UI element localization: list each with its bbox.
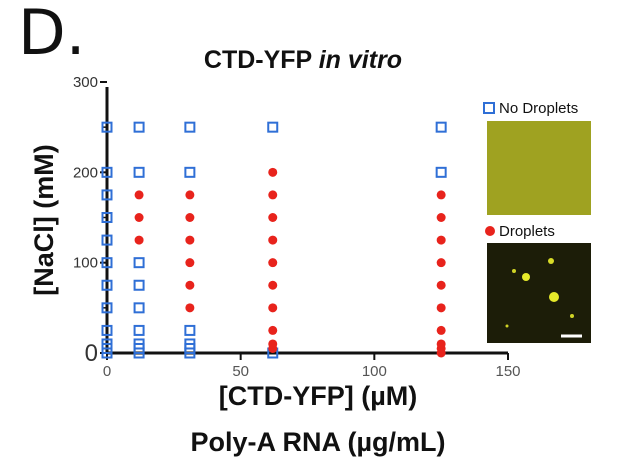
legend-label-no-droplets: No Droplets <box>499 100 578 117</box>
droplet-spot <box>548 258 554 264</box>
x-axis-label-secondary: Poly-A RNA (µg/mL) <box>190 427 445 457</box>
legend-marker-droplets <box>485 226 495 236</box>
droplet-point <box>268 339 278 349</box>
no-droplet-point <box>101 121 113 133</box>
droplet-point <box>436 213 446 222</box>
droplet-point <box>268 190 278 200</box>
data-points <box>101 121 447 359</box>
no-droplet-point <box>184 121 196 133</box>
micrograph-droplets <box>487 243 591 343</box>
no-droplet-point <box>101 279 113 291</box>
x-tick-label: 150 <box>495 363 520 380</box>
droplet-point <box>436 280 446 290</box>
droplet-point <box>134 213 144 222</box>
no-droplet-point <box>101 234 113 246</box>
no-droplet-point <box>133 279 145 291</box>
x-tick-label: 100 <box>362 363 387 380</box>
axes <box>105 87 508 355</box>
no-droplet-point <box>101 338 113 350</box>
no-droplet-point <box>101 189 113 201</box>
droplet-point <box>436 235 446 245</box>
y-axis-label: [NaCl] (mM) <box>29 144 59 295</box>
droplet-point <box>436 325 446 335</box>
chart-title-italic: in vitro <box>319 46 402 74</box>
droplet-point <box>134 235 144 245</box>
droplet-point <box>436 303 446 313</box>
no-droplet-point <box>184 338 196 350</box>
droplet-spot <box>522 273 530 281</box>
droplet-point <box>436 339 446 349</box>
no-droplet-point <box>133 257 145 269</box>
droplet-point <box>268 303 278 313</box>
no-droplet-point <box>101 212 113 223</box>
chart-title: CTD-YFP in vitro <box>204 46 402 74</box>
x-axis-label: [CTD-YFP] (µM) <box>219 381 418 411</box>
x-tick-label: 50 <box>232 363 249 380</box>
no-droplet-point <box>184 324 196 336</box>
droplet-point <box>185 280 195 290</box>
chart-title-main: CTD-YFP <box>204 46 319 74</box>
legend-label-droplets: Droplets <box>499 223 555 240</box>
droplet-point <box>268 280 278 290</box>
no-droplet-point <box>133 324 145 336</box>
droplet-point <box>268 167 278 177</box>
droplet-spot <box>505 324 509 328</box>
y-tick-label: 200 <box>73 164 98 181</box>
no-droplet-point <box>435 166 447 178</box>
droplet-point <box>268 258 278 268</box>
droplet-spot <box>512 269 516 273</box>
no-droplet-point <box>101 302 113 314</box>
droplet-point <box>436 190 446 200</box>
micrograph-no-droplets <box>487 121 591 215</box>
no-droplet-point <box>184 166 196 178</box>
no-droplet-point <box>133 166 145 178</box>
droplet-point <box>185 190 195 200</box>
no-droplet-point <box>133 338 145 350</box>
no-droplet-point <box>133 121 145 133</box>
droplet-point <box>185 213 195 222</box>
x-tick-label: 0 <box>103 363 111 380</box>
droplet-spot <box>570 314 574 318</box>
droplet-point <box>185 258 195 268</box>
droplet-point <box>185 235 195 245</box>
y-ticks: 0 100 200 300 <box>73 74 107 367</box>
y-tick-label: 0 <box>85 340 98 367</box>
no-droplet-point <box>101 166 113 178</box>
droplet-point <box>268 325 278 335</box>
y-tick-label: 300 <box>73 74 98 91</box>
y-tick-label: 100 <box>73 255 98 272</box>
droplet-point <box>134 190 144 200</box>
legend: No Droplets Droplets <box>483 100 578 240</box>
droplet-spot <box>549 292 559 302</box>
legend-marker-no-droplets <box>483 102 495 114</box>
no-droplet-point <box>133 302 145 314</box>
droplet-point <box>185 303 195 313</box>
no-droplet-point <box>435 121 447 133</box>
no-droplet-point <box>267 121 279 133</box>
x-ticks: 0 50 100 150 <box>103 353 521 380</box>
no-droplet-point <box>101 324 113 336</box>
droplet-point <box>436 258 446 268</box>
no-droplet-point <box>101 257 113 269</box>
droplet-point <box>268 235 278 245</box>
droplet-point <box>268 213 278 222</box>
panel-label: D. <box>18 0 86 69</box>
